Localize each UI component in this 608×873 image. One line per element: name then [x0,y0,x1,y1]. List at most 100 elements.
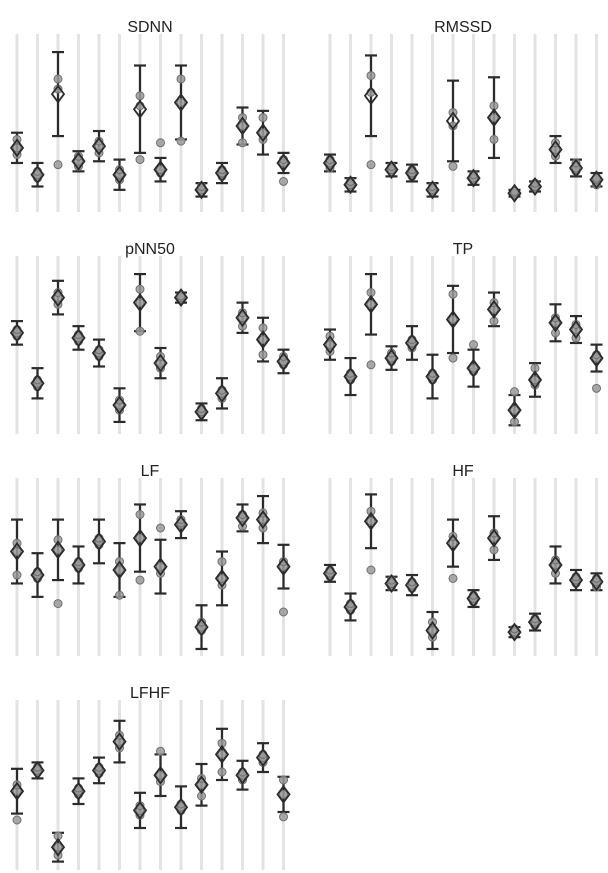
data-point [279,789,288,799]
mean-diamond [589,572,604,592]
data-point [53,842,63,852]
data-point [551,328,560,338]
mean-diamond [343,597,358,617]
mean-diamond [153,353,168,373]
data-point [12,570,22,580]
mean-diamond [91,136,107,156]
mean-diamond [589,170,604,190]
mean-diamond [507,622,522,642]
mean-diamond [384,160,399,180]
mean-diamond [486,528,502,548]
data-point [176,136,186,146]
mean-diamond [91,760,107,780]
mean-diamond [466,358,481,378]
mean-diamond [194,617,209,637]
data-point [135,510,145,520]
mean-diamond [404,333,420,353]
mean-diamond [235,308,250,328]
mean-diamond [50,84,66,104]
data-point [469,363,478,373]
data-point [176,97,186,107]
data-point [448,161,458,171]
data-point [448,314,458,324]
mean-diamond [425,180,440,200]
data-point [366,71,376,81]
data-point [448,353,458,363]
mean-diamond [568,320,584,340]
mean-diamond [445,111,461,131]
mean-diamond [9,542,25,562]
mean-diamond [71,328,86,348]
mean-diamond [466,589,481,609]
panel-title: TP [453,241,473,258]
data-point [135,284,145,294]
data-point [217,767,227,777]
mean-diamond [71,781,86,801]
mean-diamond [276,557,291,577]
mean-diamond [194,180,209,200]
mean-diamond [507,400,522,420]
data-point [53,160,63,170]
data-point [217,749,227,759]
data-point [135,533,145,543]
mean-diamond [235,116,250,136]
mean-diamond [255,510,271,530]
data-point [279,176,288,186]
data-point [366,506,376,516]
data-point [530,375,540,385]
mean-diamond [132,293,148,313]
data-point [176,74,186,84]
mean-diamond [589,348,604,368]
mean-diamond [568,158,584,178]
mean-diamond [527,612,543,632]
data-point [489,113,499,123]
data-point [258,350,268,360]
error-bar [447,79,459,163]
mean-diamond [507,183,522,203]
data-point [366,299,376,309]
mean-diamond [425,367,440,387]
mean-diamond [112,165,127,185]
data-point [53,535,63,545]
data-point [135,298,145,308]
mean-diamond [214,163,230,183]
data-point [53,545,63,555]
data-point [156,523,165,533]
mean-diamond [91,531,107,551]
data-point [53,599,63,609]
data-point [366,360,376,370]
data-point [258,335,268,345]
mean-diamond [486,108,502,128]
mean-diamond [568,570,584,590]
mean-diamond [194,402,209,422]
mean-diamond [466,168,481,188]
data-point [258,128,268,138]
mean-diamond [343,175,358,195]
mean-diamond [153,557,168,577]
data-point [156,562,165,572]
error-bar [52,50,64,138]
mean-diamond [91,343,107,363]
mean-diamond [255,123,271,143]
mean-diamond [527,370,543,390]
mean-diamond [322,563,338,583]
mean-diamond [132,528,148,548]
mean-diamond [50,837,66,857]
mean-diamond [425,620,440,640]
data-point [258,113,268,123]
mean-diamond [276,784,291,804]
panel-title: RMSSD [434,19,492,36]
data-point [448,573,458,583]
data-point [135,326,145,336]
mean-diamond [30,760,45,780]
mean-diamond [276,351,291,371]
data-point [135,575,145,585]
mean-diamond [112,560,127,580]
data-point [156,770,165,780]
data-point [279,812,288,822]
mean-diamond [384,573,399,593]
panel-title: LFHF [130,685,170,702]
data-point [217,557,227,567]
